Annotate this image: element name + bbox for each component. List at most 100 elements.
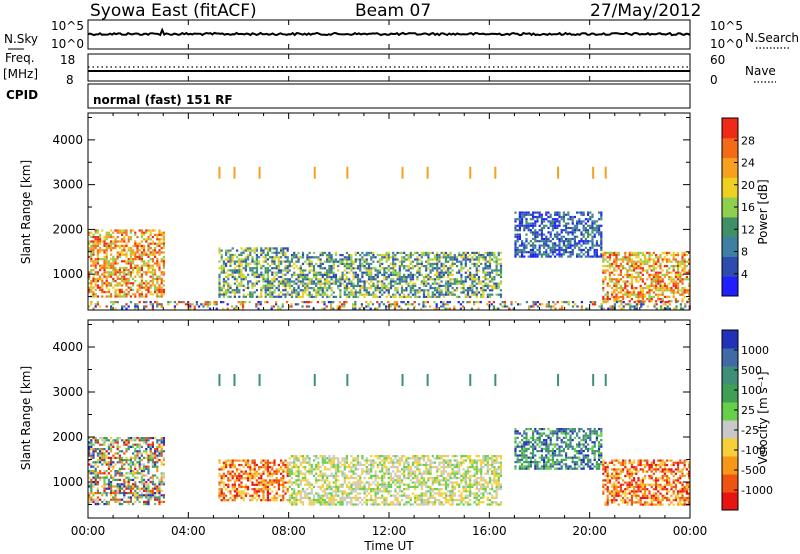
data-cell [657,276,660,279]
data-cell [200,303,203,306]
data-cell [359,265,362,268]
data-cell [145,231,148,234]
data-cell [225,499,228,502]
data-cell [158,489,161,492]
data-cell [129,273,132,276]
data-cell [158,231,161,234]
data-cell [116,483,119,486]
data-cell [471,289,474,292]
data-cell [394,273,397,276]
data-cell [143,437,146,440]
data-cell [229,479,232,482]
data-cell [301,472,305,475]
data-cell [88,242,91,245]
data-cell [88,476,91,479]
data-cell [118,293,121,296]
data-cell [255,470,258,473]
data-cell [145,496,148,499]
data-cell [239,301,242,304]
data-cell [359,254,362,257]
data-cell [96,452,99,455]
data-cell [156,467,159,470]
data-cell [240,494,243,497]
data-cell [435,307,438,310]
data-cell [394,269,397,272]
data-cell [127,492,130,495]
data-cell [304,492,307,495]
data-cell [447,271,450,274]
data-cell [352,267,355,270]
data-cell [326,282,329,285]
data-cell [672,291,675,294]
data-cell [433,267,437,270]
data-cell [611,287,614,290]
data-cell [134,492,137,495]
data-cell [354,284,357,287]
data-cell [154,251,157,254]
data-cell [358,307,361,310]
data-cell [540,231,543,234]
data-cell [266,474,269,478]
data-cell [440,284,443,287]
data-cell [293,282,296,285]
data-cell [282,253,285,257]
data-cell [341,305,344,308]
data-cell [400,307,403,310]
data-cell [231,477,234,480]
data-cell [675,301,678,304]
data-cell [516,251,519,254]
data-cell [392,273,395,276]
data-cell [538,240,541,243]
data-cell [310,265,313,268]
data-cell [330,307,333,310]
data-cell [273,267,276,270]
data-cell [604,298,607,301]
data-cell [587,242,590,245]
data-cell [321,282,324,285]
data-cell [293,501,296,504]
data-cell [238,275,241,279]
data-cell [127,293,130,296]
data-cell [299,282,302,285]
data-cell [242,485,245,489]
data-cell [383,254,386,257]
data-cell [334,273,338,276]
data-cell [668,287,671,290]
data-cell [240,271,243,274]
data-cell [602,307,605,310]
data-cell [321,276,324,279]
data-cell [143,456,146,459]
data-cell [266,273,269,276]
data-cell [431,265,434,268]
data-cell [134,307,137,310]
data-cell [635,254,638,257]
data-cell [107,481,110,484]
data-cell [549,222,552,225]
data-cell [475,287,478,290]
data-cell [218,249,221,252]
data-cell [381,293,384,296]
data-cell [663,284,666,287]
data-cell [650,298,653,301]
data-cell [286,256,289,259]
data-cell [598,218,601,221]
data-cell [628,282,631,285]
data-cell [277,251,280,254]
data-cell [598,255,601,258]
data-cell [290,258,294,261]
data-cell [521,213,524,216]
data-cell [341,273,344,276]
data-cell [132,470,135,473]
data-cell [646,291,649,294]
data-cell [628,295,631,298]
data-cell [681,251,684,254]
data-cell [374,278,377,281]
data-cell [125,485,128,488]
data-cell [681,282,684,285]
data-cell [251,488,254,491]
data-cell [264,258,267,261]
data-cell [569,246,572,249]
data-cell [383,271,386,274]
data-cell [343,303,346,306]
data-cell [132,461,135,464]
